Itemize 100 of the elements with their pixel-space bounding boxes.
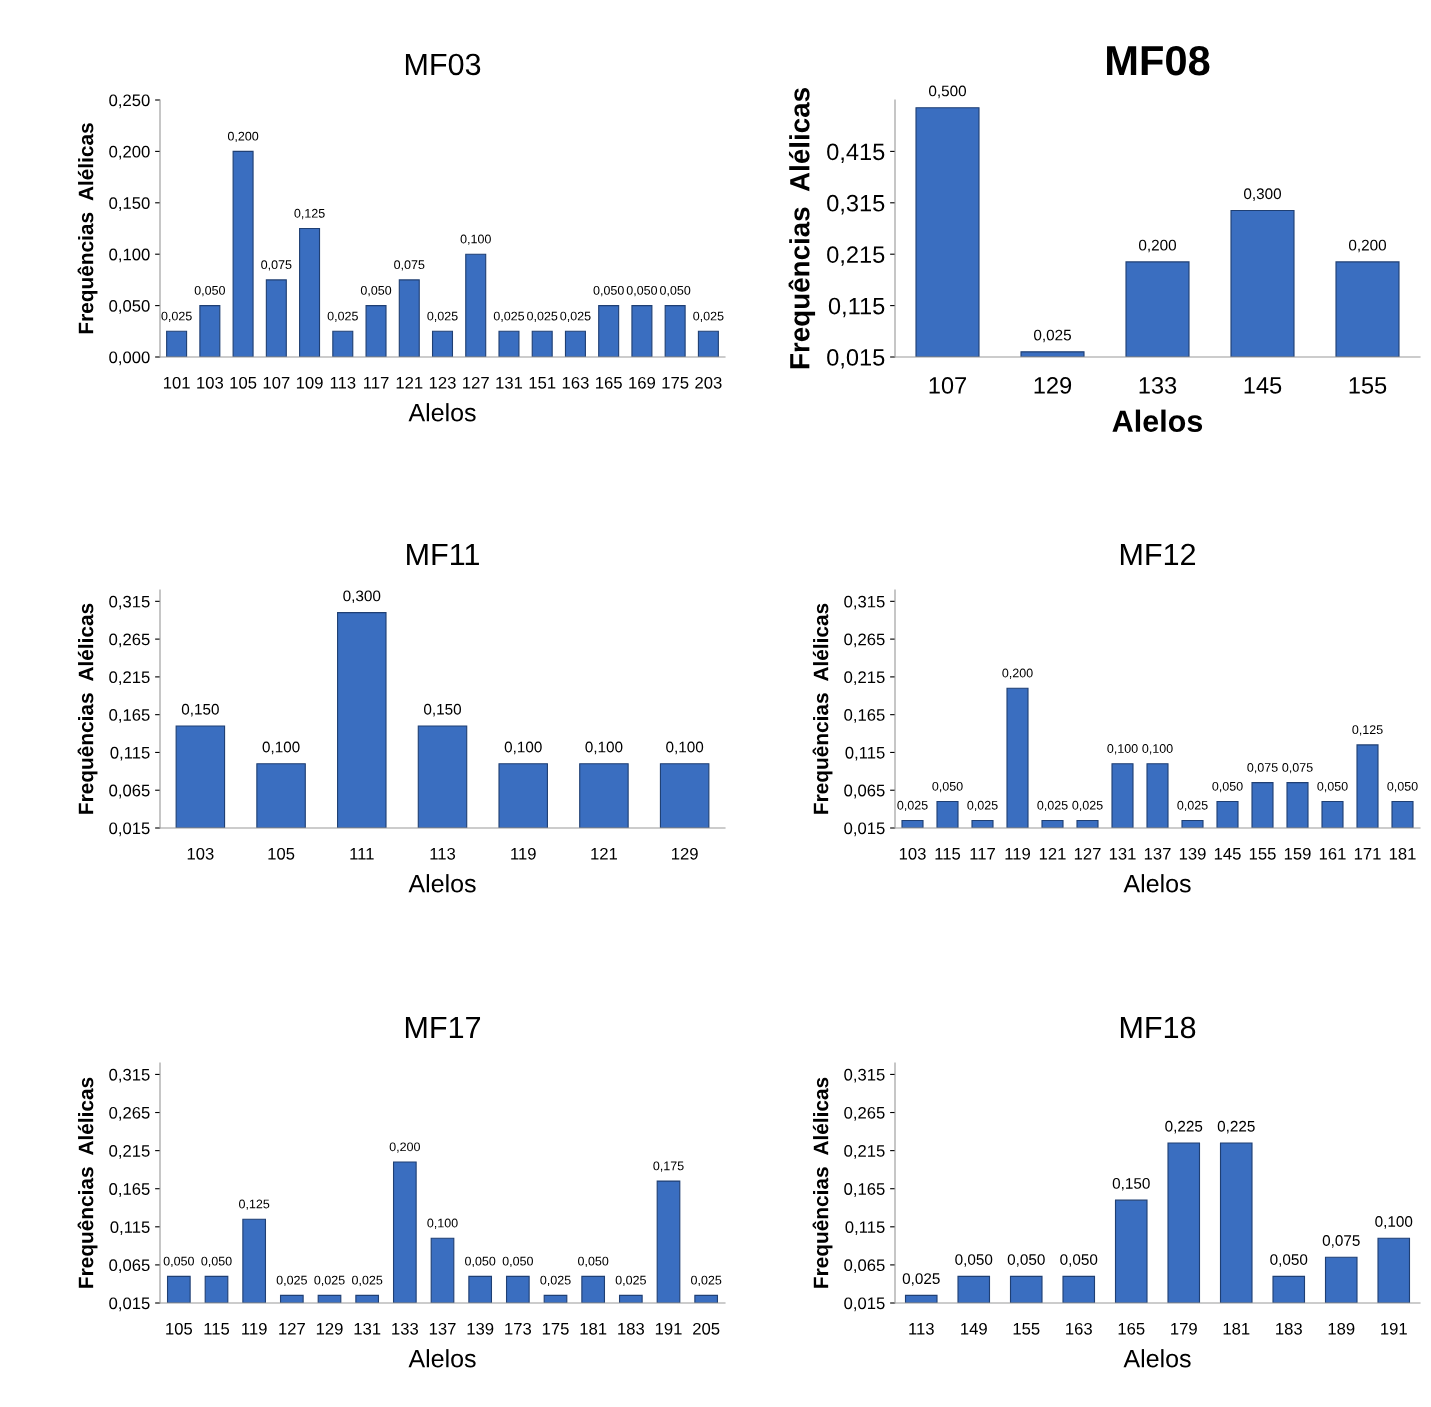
data-label: 0,125 [1352,725,1383,736]
x-tick-label: 131 [354,1322,381,1335]
data-label: 0,300 [1243,188,1282,201]
y-tick-label: 0,265 [109,633,150,648]
x-tick-label: 181 [580,1322,607,1335]
y-tick-label: 0,115 [845,1221,885,1235]
x-tick-label: 117 [364,377,389,389]
y-axis-title: Frequências Alélicas [788,88,816,369]
y-tick-label: 0,015 [109,1297,150,1312]
data-label: 0,025 [352,1275,383,1287]
data-label: 0,050 [201,1256,232,1268]
x-tick-label: 171 [1354,848,1381,860]
data-label: 0,050 [194,285,226,297]
x-tick-label: 173 [505,1322,532,1335]
data-label: 0,025 [902,1273,940,1286]
x-tick-label: 123 [429,376,456,389]
y-tick-label: 0,215 [827,246,885,266]
data-label: 0,075 [1322,1235,1360,1248]
y-tick-label: 0,000 [109,351,150,366]
data-label: 0,025 [540,1275,571,1287]
y-tick-label: 0,115 [828,297,885,318]
x-tick-label: 139 [467,1322,494,1335]
data-label: 0,100 [262,741,300,755]
y-tick-label: 0,215 [844,1145,885,1159]
y-tick-label: 0,115 [845,746,885,761]
data-label: 0,025 [493,311,525,322]
data-label: 0,200 [1348,239,1387,253]
data-label: 0,125 [239,1199,270,1210]
x-tick-label: 131 [1109,847,1136,860]
x-tick-label: 149 [961,1322,987,1335]
x-tick-label: 159 [1284,847,1311,860]
bar [498,330,520,357]
x-tick-label: 127 [463,376,489,389]
y-tick-label: 0,315 [844,1068,885,1083]
x-tick-label: 139 [1179,847,1206,860]
x-tick-label: 115 [204,1323,230,1335]
x-tick-label: 105 [268,847,295,860]
data-label: 0,050 [1317,781,1348,793]
bar [199,305,221,357]
x-tick-label: 165 [1118,1322,1145,1335]
y-tick-label: 0,315 [109,595,150,610]
x-tick-label: 165 [596,376,622,389]
y-axis-title: Frequências Alélicas [812,603,833,814]
y-tick-label: 0,165 [844,1183,885,1197]
data-label: 0,025 [161,311,192,322]
data-label: 0,025 [527,311,558,322]
chart-title: MF12 [1120,543,1196,565]
data-label: 0,200 [1002,668,1033,679]
y-axis-title: Frequências Alélicas [77,123,98,334]
data-label: 0,100 [427,1218,458,1229]
data-label: 0,050 [955,1254,993,1267]
chart-title: MF11 [407,543,479,565]
x-tick-label: 119 [242,1322,267,1335]
data-label: 0,025 [1033,329,1071,343]
x-tick-label: 117 [970,848,995,860]
y-tick-label: 0,215 [109,671,150,686]
x-tick-label: 119 [1005,847,1030,860]
bar [664,305,686,357]
data-label: 0,200 [227,131,259,143]
x-tick-label: 101 [163,376,190,389]
chart-title: MF17 [405,1016,481,1038]
x-axis-title: Alelos [1112,409,1203,433]
x-tick-label: 133 [1139,377,1177,394]
x-tick-label: 191 [655,1322,682,1335]
y-axis-title: Frequências Alélicas [77,1077,98,1288]
x-tick-label: 113 [430,847,456,860]
y-tick-label: 0,100 [109,248,150,263]
data-label: 0,050 [360,285,392,297]
bar [398,279,420,357]
data-label: 0,200 [389,1142,420,1153]
data-label: 0,050 [1007,1254,1045,1267]
data-label: 0,100 [504,741,542,755]
x-tick-label: 145 [1214,848,1241,860]
x-axis-title: Alelos [408,403,476,422]
x-tick-label: 161 [1319,847,1346,860]
bar [332,330,354,357]
data-label: 0,050 [932,781,963,793]
y-tick-label: 0,200 [109,145,150,160]
data-label: 0,025 [1177,800,1208,812]
x-tick-label: 109 [296,376,323,389]
x-tick-label: 155 [1013,1323,1040,1335]
x-axis-title: Alelos [408,1349,476,1368]
x-tick-label: 175 [662,377,689,389]
bar [365,305,387,357]
bar [564,330,586,357]
y-tick-label: 0,015 [844,1297,885,1312]
data-label: 0,025 [691,1275,722,1287]
x-tick-label: 203 [695,376,722,389]
x-tick-label: 107 [263,376,290,389]
y-tick-label: 0,115 [110,1221,150,1235]
data-label: 0,300 [343,590,381,604]
y-tick-label: 0,265 [109,1106,150,1121]
x-tick-label: 163 [1066,1322,1092,1335]
bar [598,305,620,357]
data-label: 0,100 [460,234,491,245]
y-tick-label: 0,315 [844,595,885,610]
data-label: 0,025 [1072,800,1103,812]
y-axis-title: Frequências Alélicas [812,1077,833,1288]
data-label: 0,150 [1112,1177,1150,1191]
data-label: 0,075 [1282,763,1313,774]
